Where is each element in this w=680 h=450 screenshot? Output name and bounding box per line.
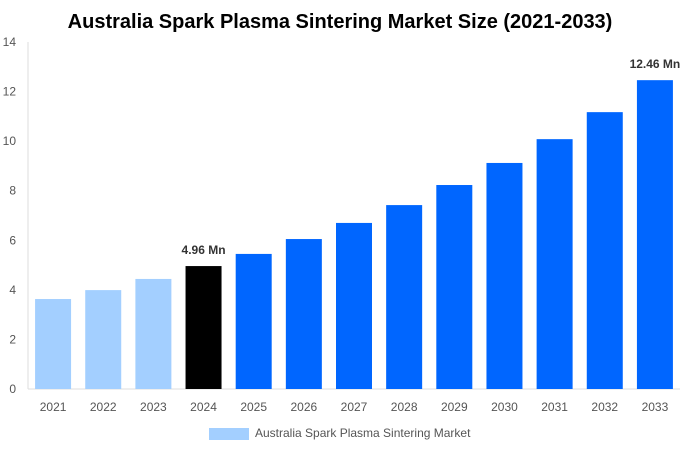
bar-2022 (85, 290, 122, 389)
legend-swatch (209, 428, 249, 440)
x-tick-label: 2025 (240, 400, 267, 414)
y-tick-label: 8 (9, 184, 16, 198)
x-tick-label: 2021 (40, 400, 67, 414)
y-tick-label: 6 (9, 233, 16, 247)
x-tick-label: 2026 (290, 400, 317, 414)
bar-2030 (486, 162, 523, 389)
chart-title: Australia Spark Plasma Sintering Market … (68, 11, 613, 33)
x-tick-label: 2027 (341, 400, 368, 414)
x-tick-label: 2032 (591, 400, 618, 414)
y-tick-label: 0 (9, 382, 16, 396)
bar-2029 (436, 185, 473, 389)
bar-2032 (586, 112, 623, 390)
x-tick-label: 2022 (90, 400, 117, 414)
y-tick-label: 2 (9, 332, 16, 346)
bar-2033 (636, 80, 673, 390)
bar-2023 (135, 278, 172, 389)
y-tick-label: 4 (9, 283, 16, 297)
x-tick-label: 2028 (391, 400, 418, 414)
data-label-2024: 4.96 Mn (182, 243, 226, 257)
legend: Australia Spark Plasma Sintering Market (209, 426, 471, 440)
bar-2028 (386, 205, 423, 389)
bar-2021 (35, 299, 72, 389)
x-tick-label: 2024 (190, 400, 217, 414)
x-tick-label: 2030 (491, 400, 518, 414)
bar-2027 (336, 222, 372, 389)
y-tick-label: 12 (3, 85, 17, 99)
x-tick-label: 2023 (140, 400, 167, 414)
bar-2025 (235, 253, 272, 389)
x-tick-label: 2029 (441, 400, 468, 414)
data-label-2033: 12.46 Mn (630, 57, 680, 71)
x-tick-label: 2031 (541, 400, 568, 414)
bar-2024 (185, 266, 222, 389)
bar-2026 (285, 239, 322, 389)
y-tick-label: 10 (3, 134, 17, 148)
y-tick-label: 14 (3, 35, 17, 49)
legend-label: Australia Spark Plasma Sintering Market (255, 426, 471, 440)
x-tick-label: 2033 (642, 400, 669, 414)
bar-2031 (536, 139, 573, 389)
